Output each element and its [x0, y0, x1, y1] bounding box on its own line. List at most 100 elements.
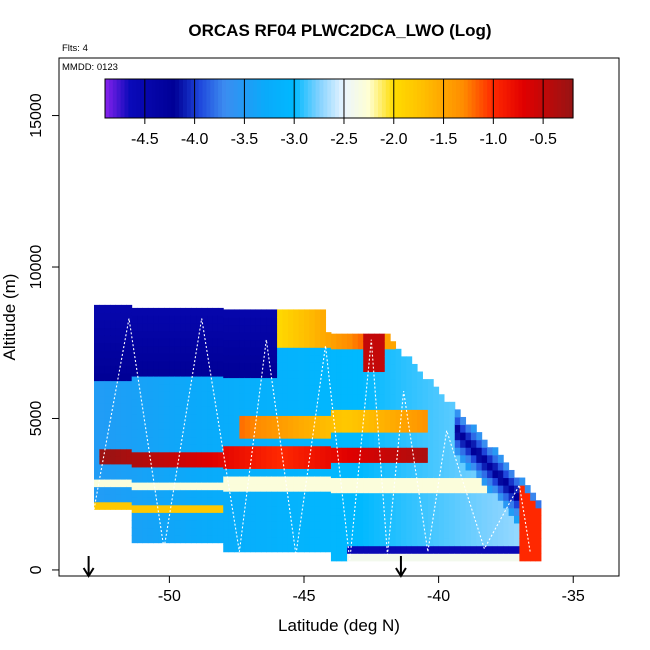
heatmap-cell — [131, 383, 138, 392]
heatmap-cell — [309, 392, 316, 401]
heatmap-cell — [400, 500, 407, 509]
heatmap-cell — [347, 363, 353, 373]
heatmap-cell — [147, 413, 154, 423]
heatmap-cell — [341, 439, 348, 448]
heatmap-cell — [174, 360, 181, 369]
heatmap-cell — [390, 363, 397, 373]
heatmap-cell — [357, 416, 364, 426]
heatmap-cell — [411, 454, 418, 463]
heatmap-cell — [266, 521, 273, 530]
heatmap-cell — [174, 436, 181, 445]
heatmap-cell — [309, 423, 316, 432]
heatmap-cell — [476, 462, 483, 471]
heatmap-cell — [314, 476, 321, 485]
heatmap-cell — [228, 438, 235, 447]
heatmap-cell — [266, 362, 273, 371]
heatmap-cell — [444, 432, 450, 441]
heatmap-cell — [234, 423, 240, 432]
heatmap-cell — [347, 477, 353, 486]
heatmap-cell — [325, 415, 332, 424]
heatmap-cell — [481, 500, 488, 509]
heatmap-cell — [411, 553, 418, 562]
heatmap-cell — [158, 338, 165, 347]
heatmap-cell — [196, 527, 203, 536]
heatmap-cell — [260, 536, 267, 545]
colorbar-swatch — [487, 79, 492, 118]
heatmap-cell — [223, 529, 230, 538]
heatmap-cell — [169, 330, 176, 339]
heatmap-cell — [137, 413, 143, 423]
heatmap-cell — [309, 370, 316, 379]
heatmap-cell — [417, 432, 423, 441]
heatmap-cell — [217, 353, 224, 362]
heatmap-cell — [137, 474, 143, 483]
heatmap-cell — [390, 401, 397, 410]
heatmap-cell — [147, 474, 154, 483]
heatmap-cell — [244, 423, 251, 432]
heatmap-cell — [390, 522, 397, 532]
heatmap-cell — [330, 371, 337, 380]
heatmap-cell — [164, 535, 170, 544]
heatmap-cell — [158, 512, 165, 521]
colorbar-swatch — [206, 79, 211, 118]
heatmap-cell — [174, 504, 181, 513]
heatmap-cell — [357, 401, 364, 410]
heatmap-cell — [164, 459, 170, 468]
heatmap-cell — [363, 348, 370, 357]
heatmap-cell — [535, 530, 542, 539]
heatmap-cell — [417, 485, 423, 494]
colorbar-swatch — [381, 79, 387, 118]
heatmap-cell — [497, 522, 504, 532]
x-tick-label: -35 — [562, 588, 585, 605]
heatmap-cell — [164, 429, 170, 438]
heatmap-cell — [282, 521, 289, 530]
heatmap-cell — [142, 535, 149, 544]
heatmap-cell — [266, 453, 273, 462]
heatmap-cell — [126, 418, 133, 427]
heatmap-cell — [438, 394, 445, 403]
colorbar-swatch — [495, 79, 500, 118]
heatmap-cell — [287, 460, 294, 469]
heatmap-cell — [260, 460, 267, 469]
heatmap-cell — [260, 377, 267, 386]
heatmap-cell — [217, 451, 224, 460]
heatmap-cell — [180, 466, 187, 476]
heatmap-cell — [158, 489, 165, 498]
heatmap-cell — [260, 392, 267, 401]
heatmap-cell — [417, 530, 423, 539]
heatmap-cell — [438, 409, 445, 418]
heatmap-cell — [223, 483, 230, 492]
heatmap-cell — [427, 386, 434, 395]
heatmap-cell — [126, 380, 133, 389]
heatmap-cell — [234, 491, 240, 500]
heatmap-cell — [250, 309, 257, 318]
heatmap-cell — [153, 459, 160, 468]
heatmap-cell — [470, 462, 477, 471]
heatmap-cell — [368, 439, 375, 448]
heatmap-cell — [207, 512, 213, 521]
heatmap-cell — [147, 436, 154, 445]
heatmap-cell — [514, 492, 520, 501]
heatmap-cell — [287, 506, 294, 515]
heatmap-cell — [395, 348, 402, 357]
heatmap-cell — [212, 330, 219, 339]
heatmap-cell — [99, 350, 106, 359]
heatmap-cell — [330, 341, 337, 350]
heatmap-cell — [487, 500, 493, 509]
heatmap-cell — [460, 538, 467, 547]
heatmap-cell — [260, 529, 267, 538]
heatmap-cell — [287, 339, 294, 348]
heatmap-cell — [363, 454, 370, 463]
heatmap-cell — [287, 521, 294, 530]
heatmap-cell — [492, 454, 499, 463]
heatmap-cell — [487, 507, 493, 516]
heatmap-cell — [255, 438, 262, 447]
heatmap-cell — [201, 391, 208, 400]
heatmap-cell — [110, 320, 117, 329]
heatmap-cell — [417, 409, 423, 418]
heatmap-cell — [314, 491, 321, 500]
heatmap-cell — [201, 307, 208, 316]
heatmap-cell — [395, 507, 402, 516]
heatmap-cell — [374, 386, 380, 395]
heatmap-cell — [287, 513, 294, 522]
